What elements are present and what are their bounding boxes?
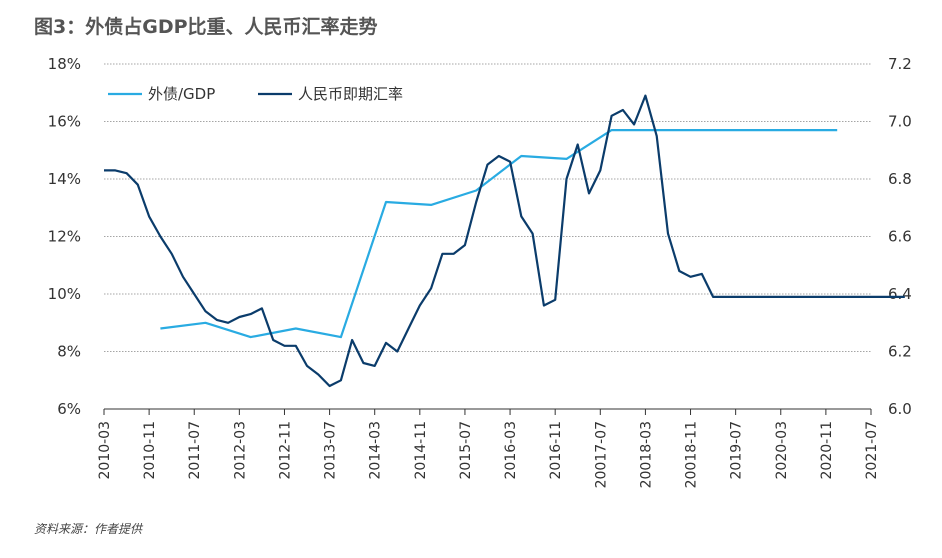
x-tick-label: 20017-07 [593, 421, 609, 488]
x-tick-label: 2014-03 [368, 421, 384, 480]
x-tick-label: 20018-03 [638, 421, 654, 488]
right-tick-label: 7.2 [888, 55, 912, 73]
left-tick-label: 18% [48, 55, 81, 73]
right-tick-label: 6.0 [888, 400, 912, 418]
left-tick-label: 12% [48, 228, 81, 246]
left-tick-label: 8% [57, 343, 81, 361]
left-tick-label: 6% [57, 400, 81, 418]
x-tick-label: 2020-03 [774, 421, 790, 480]
x-tick-label: 2016-03 [503, 421, 519, 480]
legend-label: 外债/GDP [148, 85, 215, 103]
x-tick-label: 2016-11 [548, 421, 564, 480]
x-tick-label: 2014-11 [413, 421, 429, 480]
x-tick-label: 2020-11 [819, 421, 835, 480]
x-tick-label: 2021-07 [864, 421, 880, 480]
x-tick-label: 2015-07 [458, 421, 474, 480]
x-tick-label: 2010-11 [142, 421, 158, 480]
x-tick-label: 2010-03 [97, 421, 113, 480]
x-tick-label: 20018-11 [684, 421, 700, 488]
right-tick-label: 6.6 [888, 228, 912, 246]
x-tick-label: 2012-03 [232, 421, 248, 480]
left-tick-label: 16% [48, 113, 81, 131]
x-tick-label: 2013-07 [323, 421, 339, 480]
legend-label: 人民币即期汇率 [298, 85, 403, 103]
right-tick-label: 7.0 [888, 113, 912, 131]
x-tick-label: 2012-11 [277, 421, 293, 480]
right-tick-label: 6.4 [888, 285, 912, 303]
series-line-2 [104, 94, 905, 388]
series-line-1 [160, 129, 838, 339]
right-tick-label: 6.8 [888, 170, 912, 188]
left-tick-label: 10% [48, 285, 81, 303]
x-tick-label: 2011-07 [187, 421, 203, 480]
source-note: 资料来源：作者提供 [34, 522, 143, 536]
left-tick-label: 14% [48, 170, 81, 188]
chart-title: 图3：外债占GDP比重、人民币汇率走势 [34, 16, 378, 38]
right-tick-label: 6.2 [888, 343, 912, 361]
x-tick-label: 2019-07 [729, 421, 745, 480]
